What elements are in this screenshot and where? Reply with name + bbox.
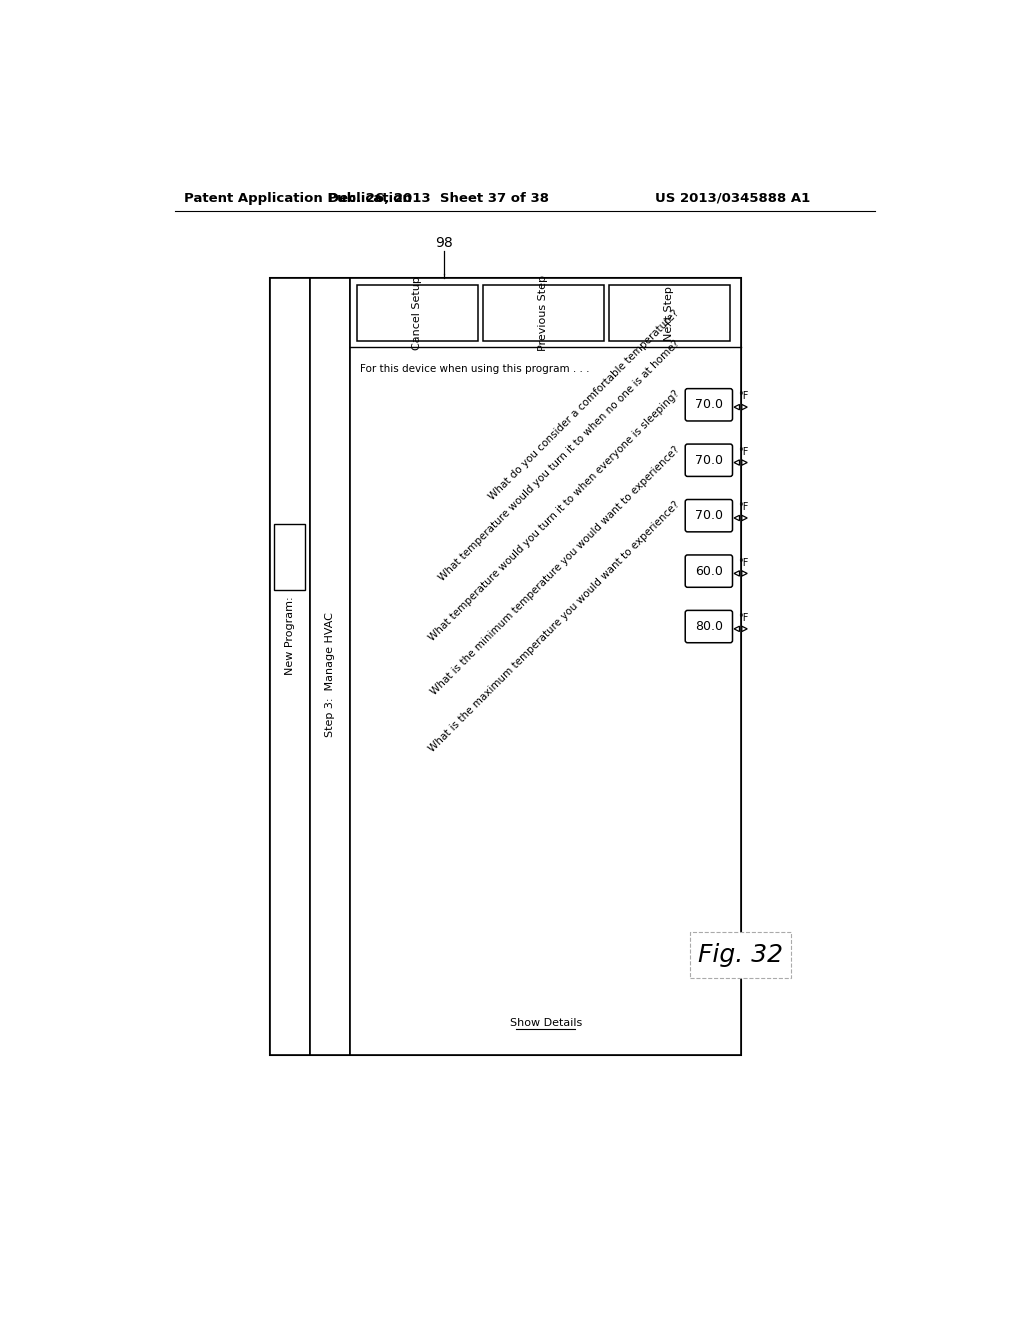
Text: 80.0: 80.0 <box>695 620 723 634</box>
Text: 60.0: 60.0 <box>695 565 723 578</box>
Text: What do you consider a comfortable temperature?: What do you consider a comfortable tempe… <box>487 308 681 502</box>
FancyBboxPatch shape <box>685 444 732 477</box>
Text: Show Details: Show Details <box>510 1018 582 1028</box>
Polygon shape <box>734 626 739 631</box>
Text: Next Step: Next Step <box>665 285 675 341</box>
Polygon shape <box>741 626 748 631</box>
Text: °F: °F <box>738 612 749 623</box>
Polygon shape <box>734 459 739 465</box>
Text: 98: 98 <box>435 236 453 249</box>
Bar <box>356 285 478 341</box>
FancyBboxPatch shape <box>685 499 732 532</box>
Text: Patent Application Publication: Patent Application Publication <box>183 191 412 205</box>
Polygon shape <box>741 515 748 520</box>
Text: °F: °F <box>738 446 749 457</box>
Polygon shape <box>741 570 748 576</box>
Text: New Program:: New Program: <box>285 597 295 675</box>
Text: 70.0: 70.0 <box>695 510 723 523</box>
Bar <box>608 285 730 341</box>
Polygon shape <box>734 404 739 409</box>
Text: Cancel Setup: Cancel Setup <box>413 276 422 350</box>
Text: °F: °F <box>738 502 749 512</box>
Text: °F: °F <box>738 557 749 568</box>
Polygon shape <box>741 404 748 409</box>
Bar <box>482 285 604 341</box>
Bar <box>310 277 350 1056</box>
Text: 70.0: 70.0 <box>695 454 723 467</box>
Polygon shape <box>741 459 748 465</box>
Text: What is the maximum temperature you would want to experience?: What is the maximum temperature you woul… <box>427 499 681 754</box>
Text: 70.0: 70.0 <box>695 399 723 412</box>
Polygon shape <box>734 570 739 576</box>
Text: Previous Step: Previous Step <box>539 275 549 351</box>
FancyBboxPatch shape <box>685 388 732 421</box>
Text: What temperature would you turn it to when no one is at home?: What temperature would you turn it to wh… <box>436 338 681 582</box>
Text: Fig. 32: Fig. 32 <box>697 944 782 968</box>
Text: What is the minimum temperature you would want to experience?: What is the minimum temperature you woul… <box>429 445 681 697</box>
Bar <box>274 524 305 590</box>
Bar <box>350 277 741 1056</box>
FancyBboxPatch shape <box>685 610 732 643</box>
Text: °F: °F <box>738 391 749 401</box>
Text: Dec. 26, 2013  Sheet 37 of 38: Dec. 26, 2013 Sheet 37 of 38 <box>328 191 549 205</box>
Bar <box>690 932 791 978</box>
Bar <box>270 277 310 1056</box>
Polygon shape <box>734 515 739 520</box>
FancyBboxPatch shape <box>685 554 732 587</box>
Text: What temperature would you turn it to when everyone is sleeping?: What temperature would you turn it to wh… <box>427 388 681 643</box>
Text: Step 3:  Manage HVAC: Step 3: Manage HVAC <box>326 612 335 737</box>
Text: For this device when using this program . . .: For this device when using this program … <box>359 363 589 374</box>
Text: US 2013/0345888 A1: US 2013/0345888 A1 <box>655 191 810 205</box>
Bar <box>270 277 741 1056</box>
